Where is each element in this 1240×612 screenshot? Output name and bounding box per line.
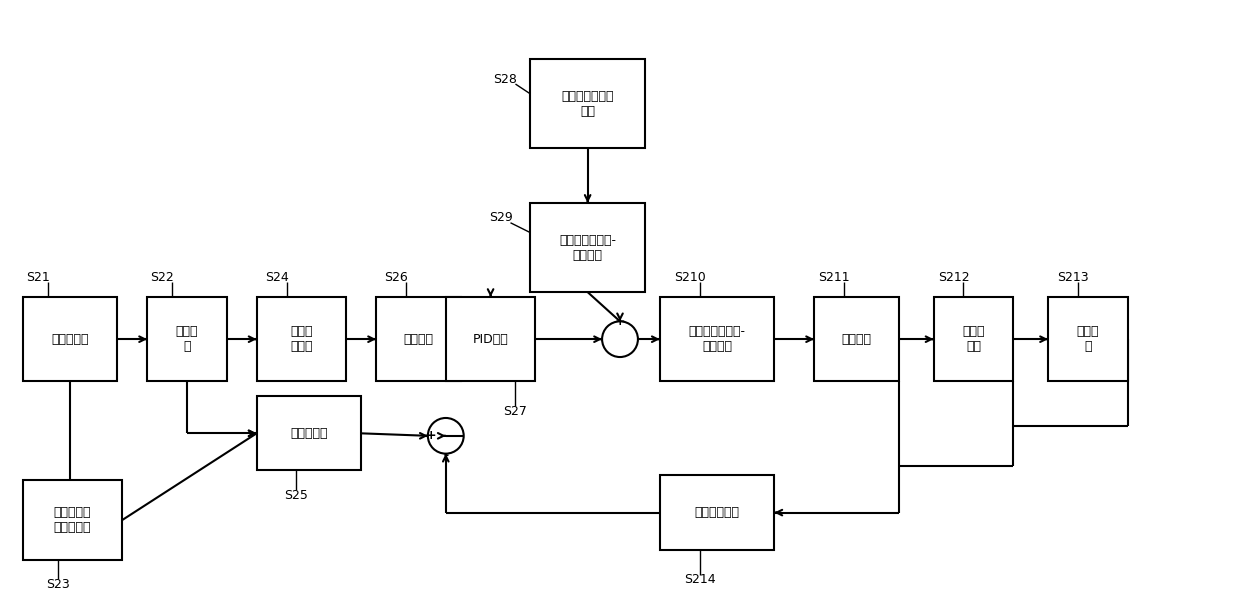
Bar <box>257 396 361 471</box>
Text: 设定目标值: 设定目标值 <box>51 333 89 346</box>
Text: S210: S210 <box>673 271 706 284</box>
Bar <box>376 297 461 381</box>
Bar <box>22 297 118 381</box>
Bar <box>815 297 899 381</box>
Text: S27: S27 <box>503 405 527 417</box>
Text: S22: S22 <box>150 271 174 284</box>
Text: 模糊控
制模型: 模糊控 制模型 <box>290 325 312 353</box>
Text: 薄膜加热器电流-
功率模型: 薄膜加热器电流- 功率模型 <box>559 234 616 261</box>
Text: S24: S24 <box>264 271 289 284</box>
Text: PID运算: PID运算 <box>472 333 508 346</box>
Bar <box>257 297 346 381</box>
Text: 薄膜加
热器: 薄膜加 热器 <box>962 325 985 353</box>
Text: 控制对
象: 控制对 象 <box>176 325 198 353</box>
Bar <box>531 203 645 292</box>
Bar <box>660 297 774 381</box>
Text: 薄膜加热器功率-
电流模型: 薄膜加热器功率- 电流模型 <box>688 325 745 353</box>
Text: +: + <box>425 429 436 442</box>
Text: 计算目标值: 计算目标值 <box>290 427 327 440</box>
Text: S23: S23 <box>46 578 69 591</box>
Text: 程控电源: 程控电源 <box>842 333 872 346</box>
Text: 上一周期控制电
流值: 上一周期控制电 流值 <box>562 90 614 118</box>
Text: S29: S29 <box>489 211 512 225</box>
Bar <box>446 297 536 381</box>
Bar <box>1048 297 1127 381</box>
Bar <box>660 476 774 550</box>
Bar <box>22 480 123 560</box>
Text: S25: S25 <box>284 489 309 502</box>
Text: S212: S212 <box>937 271 970 284</box>
Bar <box>531 59 645 149</box>
Text: +: + <box>615 315 625 329</box>
Text: S21: S21 <box>26 271 50 284</box>
Bar <box>934 297 1013 381</box>
Text: S214: S214 <box>683 573 715 586</box>
Text: -: - <box>598 333 603 346</box>
Text: 设定升、降
温过程曲线: 设定升、降 温过程曲线 <box>53 506 92 534</box>
Text: -: - <box>443 449 449 462</box>
Text: 参数设定: 参数设定 <box>403 333 434 346</box>
Text: S213: S213 <box>1058 271 1089 284</box>
Text: S211: S211 <box>818 271 849 284</box>
Text: 神经网络模型: 神经网络模型 <box>694 506 739 519</box>
Text: S26: S26 <box>384 271 408 284</box>
Text: 控制对
象: 控制对 象 <box>1076 325 1099 353</box>
Bar <box>148 297 227 381</box>
Text: S28: S28 <box>494 73 517 86</box>
